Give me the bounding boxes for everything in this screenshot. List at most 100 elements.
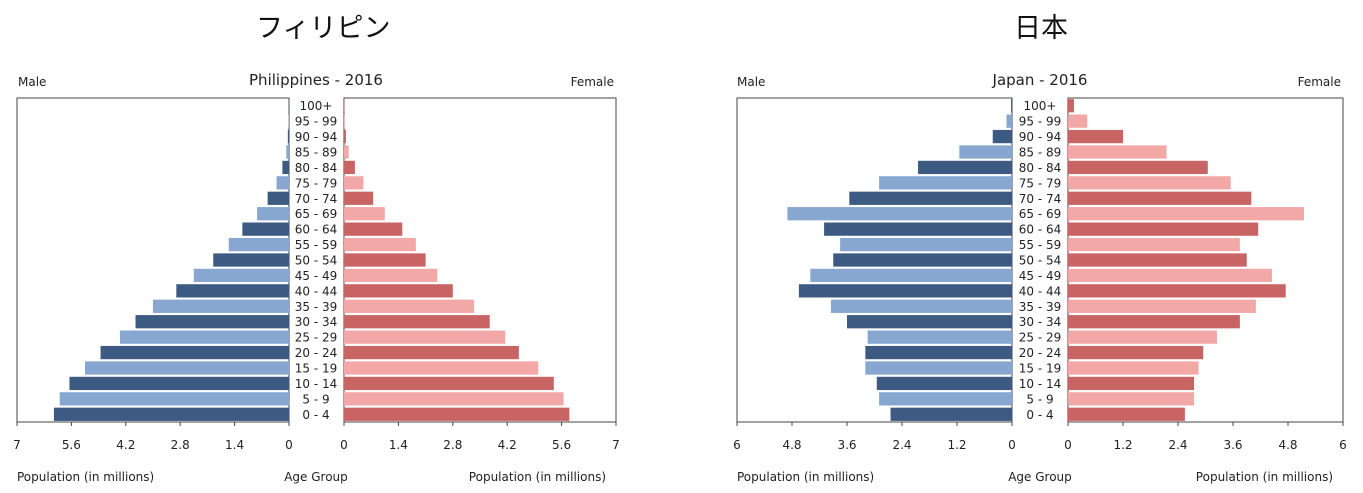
female-tick-label: 3.6 bbox=[1223, 438, 1242, 452]
age-group-label: 10 - 14 bbox=[295, 377, 338, 391]
female-tick-label: 0 bbox=[340, 438, 348, 452]
female-bar bbox=[344, 191, 374, 205]
female-bar bbox=[1068, 191, 1252, 205]
male-bar bbox=[53, 407, 289, 421]
female-bar bbox=[344, 284, 453, 298]
male-tick-label: 1.4 bbox=[225, 438, 244, 452]
female-bar bbox=[1068, 268, 1272, 283]
male-bar bbox=[992, 129, 1012, 144]
age-group-label: 15 - 19 bbox=[1019, 362, 1062, 376]
male-bar bbox=[830, 299, 1012, 313]
age-group-label: 90 - 94 bbox=[295, 130, 338, 144]
male-header-label: Male bbox=[18, 75, 46, 89]
male-bar bbox=[153, 299, 289, 313]
female-bar bbox=[1068, 222, 1259, 236]
female-bar bbox=[1068, 237, 1240, 252]
age-group-label: 45 - 49 bbox=[295, 269, 338, 283]
female-bar bbox=[1068, 361, 1199, 375]
female-bar bbox=[1068, 407, 1185, 421]
male-bar bbox=[85, 361, 289, 375]
age-group-label: 60 - 64 bbox=[1019, 223, 1062, 237]
male-bar bbox=[867, 330, 1012, 344]
age-group-label: 5 - 9 bbox=[302, 392, 329, 406]
age-group-label: 15 - 19 bbox=[295, 362, 338, 376]
male-header-label: Male bbox=[737, 75, 765, 89]
female-bar bbox=[344, 361, 539, 375]
male-bar bbox=[119, 330, 289, 344]
female-axis-title: Population (in millions) bbox=[1196, 470, 1333, 484]
male-bar bbox=[810, 268, 1012, 283]
female-bar bbox=[1068, 129, 1123, 144]
male-bar bbox=[959, 145, 1012, 159]
philippines-heading: フィリピン bbox=[256, 13, 391, 44]
male-bar bbox=[865, 345, 1012, 360]
female-bar bbox=[1068, 284, 1286, 298]
male-bar bbox=[876, 376, 1012, 391]
age-group-label: 0 - 4 bbox=[302, 408, 329, 422]
female-bar bbox=[344, 345, 519, 360]
age-group-label: 85 - 89 bbox=[295, 146, 338, 160]
age-group-label: 30 - 34 bbox=[295, 315, 338, 329]
female-axis-title: Population (in millions) bbox=[469, 470, 606, 484]
age-group-label: 90 - 94 bbox=[1019, 130, 1062, 144]
male-tick-label: 6 bbox=[733, 438, 741, 452]
female-bar bbox=[1068, 114, 1088, 128]
male-bar bbox=[176, 284, 289, 298]
female-bar bbox=[344, 392, 564, 406]
male-bar bbox=[918, 160, 1012, 175]
female-bar bbox=[344, 222, 403, 236]
male-bar bbox=[257, 207, 289, 221]
age-group-label: 5 - 9 bbox=[1026, 392, 1053, 406]
female-bar bbox=[344, 299, 475, 313]
male-tick-label: 3.6 bbox=[837, 438, 856, 452]
female-bar bbox=[1068, 176, 1231, 190]
female-bar bbox=[1068, 99, 1074, 113]
female-bar bbox=[344, 145, 349, 159]
male-tick-label: 4.2 bbox=[116, 438, 135, 452]
male-bar bbox=[276, 176, 289, 190]
age-group-label: 40 - 44 bbox=[295, 284, 338, 298]
female-tick-label: 2.8 bbox=[443, 438, 462, 452]
age-group-label: 40 - 44 bbox=[1019, 284, 1062, 298]
age-group-axis-title: Age Group bbox=[1008, 470, 1072, 484]
age-group-label: 30 - 34 bbox=[1019, 315, 1062, 329]
age-group-label: 70 - 74 bbox=[1019, 192, 1062, 206]
female-bar bbox=[344, 129, 346, 144]
male-bar bbox=[798, 284, 1012, 298]
age-group-label: 80 - 84 bbox=[295, 161, 338, 175]
female-bar bbox=[1068, 376, 1195, 391]
female-bar bbox=[1068, 330, 1217, 344]
female-bar bbox=[1068, 392, 1195, 406]
male-tick-label: 0 bbox=[285, 438, 293, 452]
male-bar bbox=[100, 345, 290, 360]
male-bar bbox=[824, 222, 1012, 236]
male-bar bbox=[847, 315, 1012, 329]
female-tick-label: 1.4 bbox=[389, 438, 408, 452]
male-bar bbox=[59, 392, 289, 406]
male-bar bbox=[287, 129, 289, 144]
male-tick-label: 1.2 bbox=[947, 438, 966, 452]
female-bar bbox=[344, 376, 554, 391]
female-tick-label: 4.2 bbox=[498, 438, 517, 452]
female-header-label: Female bbox=[1298, 75, 1341, 89]
male-axis-title: Population (in millions) bbox=[737, 470, 874, 484]
age-group-label: 10 - 14 bbox=[1019, 377, 1062, 391]
age-group-label: 20 - 24 bbox=[295, 346, 338, 360]
male-tick-label: 7 bbox=[13, 438, 21, 452]
chart-title: Philippines - 2016 bbox=[249, 71, 383, 89]
female-bar bbox=[1068, 253, 1247, 267]
age-group-label: 80 - 84 bbox=[1019, 161, 1062, 175]
female-bar bbox=[344, 315, 490, 329]
pyramid-1 bbox=[736, 97, 1344, 426]
female-bar bbox=[344, 207, 385, 221]
male-bar bbox=[890, 407, 1012, 421]
male-bar bbox=[267, 191, 289, 205]
female-tick-label: 5.6 bbox=[552, 438, 571, 452]
female-bar bbox=[1068, 299, 1256, 313]
age-group-label: 100+ bbox=[1024, 99, 1057, 113]
male-bar bbox=[849, 191, 1012, 205]
male-bar bbox=[865, 361, 1012, 375]
age-group-label: 35 - 39 bbox=[1019, 300, 1062, 314]
female-header-label: Female bbox=[571, 75, 614, 89]
